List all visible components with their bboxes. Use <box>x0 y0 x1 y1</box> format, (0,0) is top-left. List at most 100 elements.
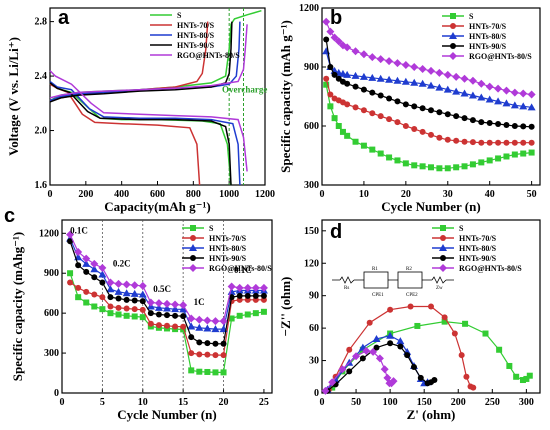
data-point <box>244 311 251 318</box>
data-point <box>98 270 107 278</box>
data-point <box>496 346 503 353</box>
data-point <box>179 301 188 310</box>
data-point <box>360 86 367 93</box>
x-tick-label: 15 <box>178 397 188 408</box>
legend-marker <box>189 244 197 251</box>
data-point <box>386 331 395 339</box>
legend-label: HNTs-90/S <box>177 41 215 50</box>
data-point <box>147 310 154 317</box>
data-point <box>251 283 260 292</box>
data-point <box>212 369 219 376</box>
circuit-label: CPE2 <box>406 293 418 298</box>
data-point <box>368 53 377 62</box>
legend-marker <box>450 23 456 29</box>
data-point <box>322 47 331 55</box>
y-tick-label: 600 <box>44 308 59 319</box>
data-point <box>228 294 235 301</box>
data-point <box>359 355 366 362</box>
legend-label: HNTs-80/S <box>209 244 247 253</box>
data-point <box>164 312 170 319</box>
data-point <box>107 303 114 310</box>
data-point <box>107 294 114 301</box>
data-point <box>260 292 267 299</box>
data-point <box>99 306 106 313</box>
data-point <box>372 334 381 342</box>
data-point <box>452 87 461 95</box>
data-point <box>495 155 502 162</box>
y-tick-label: 0 <box>314 388 319 399</box>
data-point <box>444 136 451 143</box>
data-point <box>352 138 359 145</box>
resistor-rs <box>339 276 355 284</box>
data-point <box>346 346 353 353</box>
data-point <box>323 81 330 88</box>
y-tick-label: 150 <box>304 226 319 237</box>
legend-label: RGO@HNTs-80/S <box>177 51 240 60</box>
legend-label: RGO@HNTs-80/S <box>209 264 272 273</box>
legend-label: HNTs-90/S <box>459 254 497 263</box>
series-discharge-line <box>49 80 241 186</box>
y-tick-label: 90 <box>309 291 319 302</box>
data-point <box>436 109 443 116</box>
data-point <box>485 82 494 91</box>
panel-c: 0 5 10 15 20 25 0 300 600 900 1200 Cycle Number (n)… <box>4 205 273 422</box>
data-point <box>369 110 376 117</box>
panel-letter: d <box>330 221 342 243</box>
x-tick-label: 20 <box>401 189 411 200</box>
series-charge-line <box>49 24 248 99</box>
data-point <box>67 279 74 286</box>
legend-label: HNTs-80/S <box>177 31 215 40</box>
y-tick-label: 900 <box>304 62 319 73</box>
data-point <box>359 72 368 80</box>
data-point <box>212 352 219 359</box>
x-axis-label: Capacity(mAh g⁻¹) <box>104 199 210 214</box>
data-point <box>188 334 195 341</box>
data-point <box>478 119 485 126</box>
y-tick-label: 2.0 <box>35 126 48 137</box>
rate-label: 0.2C <box>113 259 131 269</box>
data-point <box>506 362 513 369</box>
panel-letter: b <box>330 7 342 29</box>
x-tick-label: 1200 <box>255 189 275 200</box>
data-point <box>123 305 130 312</box>
data-point <box>469 139 476 146</box>
data-point <box>163 304 171 312</box>
data-point <box>171 300 180 309</box>
x-tick-label: 100 <box>383 397 398 408</box>
legend-marker <box>439 244 447 251</box>
data-point <box>510 101 519 109</box>
data-point <box>212 340 219 347</box>
data-point <box>482 330 489 337</box>
data-point <box>386 95 393 102</box>
x-tick-label: 200 <box>78 189 93 200</box>
panel-b-frame <box>321 7 541 186</box>
legend-label: HNTs-90/S <box>209 254 247 263</box>
data-point <box>427 81 435 89</box>
panel-letter: a <box>58 7 70 29</box>
data-point <box>220 369 227 376</box>
data-point <box>463 373 470 380</box>
data-point <box>139 306 146 313</box>
data-point <box>419 163 426 170</box>
data-point <box>519 377 526 384</box>
data-point <box>411 125 418 132</box>
x-tick-label: 25 <box>259 397 269 408</box>
data-point <box>106 285 115 293</box>
series-charge-line <box>49 21 233 103</box>
y-tick-label: 600 <box>304 121 319 132</box>
series-discharge-line <box>49 70 248 172</box>
legend-label: RGO@HNTs-80/S <box>459 264 522 273</box>
data-point <box>335 75 342 82</box>
warburg-zw <box>431 276 447 284</box>
data-point <box>520 123 527 130</box>
data-point <box>527 103 536 111</box>
data-point <box>469 161 476 168</box>
data-point <box>171 305 180 313</box>
data-point <box>469 117 476 124</box>
data-point <box>154 303 163 311</box>
data-point <box>369 89 376 96</box>
data-point <box>470 384 477 391</box>
legend-label: HNTs-70/S <box>469 22 507 31</box>
data-point <box>220 340 227 347</box>
data-point <box>82 254 91 263</box>
